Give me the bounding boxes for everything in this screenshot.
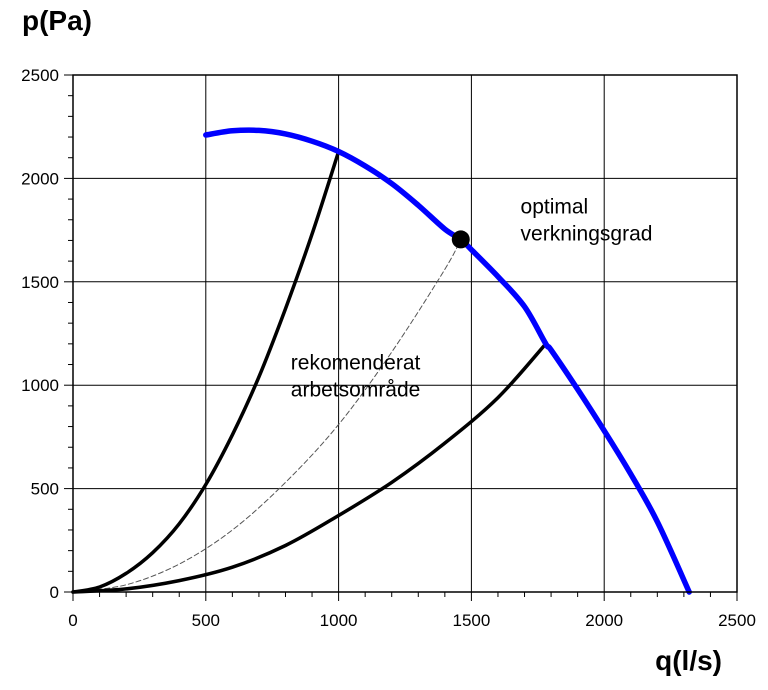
y-tick-label: 1500 xyxy=(21,273,59,292)
x-tick-label: 1000 xyxy=(320,611,358,630)
y-tick-label: 2000 xyxy=(21,169,59,188)
plot-frame xyxy=(72,74,738,593)
markers xyxy=(451,230,470,249)
tick-labels: 0 500 1000 1500 2000 2500 0 500 1000 1500 2000 2500 xyxy=(21,66,756,630)
series-line-2 xyxy=(71,342,548,594)
y-axis-title: p(Pa) xyxy=(22,5,92,36)
annotation-1: rekomenderat arbetsområde xyxy=(291,352,421,402)
x-axis-title: q(l/s) xyxy=(655,645,722,676)
x-tick-label: 1500 xyxy=(452,611,490,630)
annotation-line: optimal xyxy=(521,196,589,219)
y-tick-label: 2500 xyxy=(21,66,59,85)
series-line-1 xyxy=(71,149,341,594)
grid xyxy=(64,74,738,601)
x-tick-label: 2500 xyxy=(718,611,756,630)
series-line-0 xyxy=(203,127,692,595)
annotation-line: rekomenderat xyxy=(291,352,421,375)
x-tick-label: 0 xyxy=(68,611,77,630)
annotation-line: verkningsgrad xyxy=(521,223,653,246)
y-tick-label: 0 xyxy=(50,583,59,602)
annotation-line: arbetsområde xyxy=(291,379,421,402)
y-tick-label: 1000 xyxy=(21,376,59,395)
x-tick-label: 500 xyxy=(192,611,220,630)
series-line-3 xyxy=(72,238,462,593)
x-tick-label: 2000 xyxy=(585,611,623,630)
y-tick-label: 500 xyxy=(31,480,59,499)
annotation-0: optimal verkningsgrad xyxy=(521,196,653,246)
annotations: optimal verkningsgrad rekomenderat arbetsom… xyxy=(291,196,653,402)
optimal-point-marker xyxy=(451,230,470,249)
